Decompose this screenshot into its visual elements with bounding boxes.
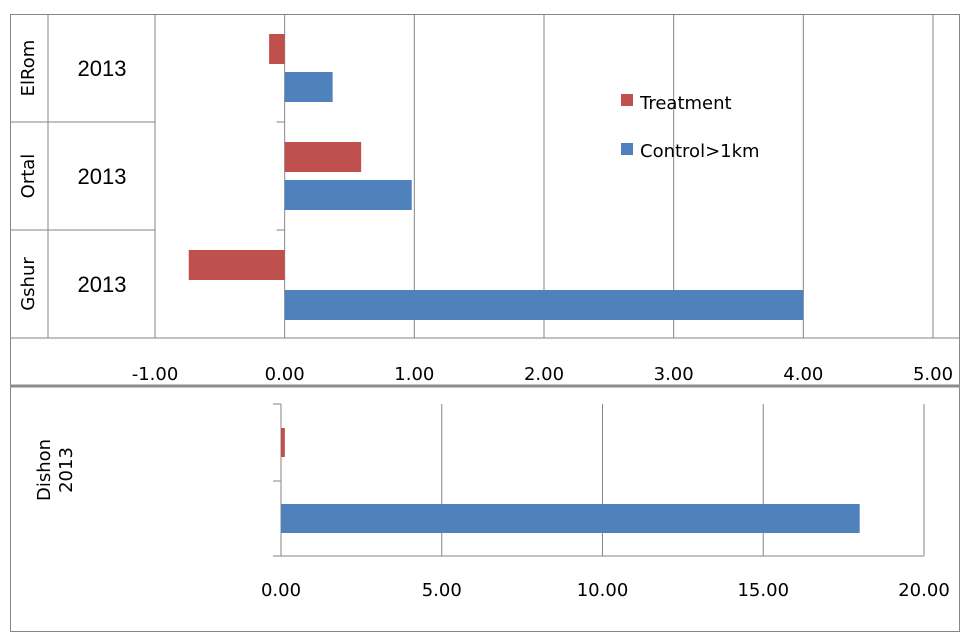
bar-treatment bbox=[188, 250, 285, 280]
bar-control bbox=[284, 180, 412, 210]
category-year-label: 2013 bbox=[78, 164, 127, 189]
x-tick-label: 15.00 bbox=[737, 580, 789, 601]
category-year-label: 2013 bbox=[78, 272, 127, 297]
figure-frame bbox=[10, 14, 960, 632]
x-tick-label: 5.00 bbox=[422, 580, 462, 601]
bar-control bbox=[281, 504, 860, 533]
legend: Treatment Control>1km bbox=[621, 93, 760, 162]
category-year-label: 2013 bbox=[78, 56, 127, 81]
legend-control-label: Control>1km bbox=[640, 141, 760, 162]
x-tick-label: 3.00 bbox=[654, 364, 694, 385]
x-tick-label: 0.00 bbox=[261, 580, 301, 601]
x-tick-label: 2.00 bbox=[524, 364, 564, 385]
category-site-label: Dishon bbox=[34, 439, 55, 501]
bottom-chart-panel: 0.00 5.00 10.00 15.00 20.00 Dishon 2013 bbox=[34, 403, 950, 601]
bar-treatment bbox=[284, 142, 362, 172]
x-tick-label: 10.00 bbox=[577, 580, 629, 601]
x-tick-label: 1.00 bbox=[394, 364, 434, 385]
x-tick-label: 5.00 bbox=[913, 364, 953, 385]
bar-control bbox=[284, 72, 333, 102]
bar-control bbox=[284, 290, 804, 320]
x-tick-label: 0.00 bbox=[265, 364, 305, 385]
bar-treatment bbox=[281, 428, 285, 457]
category-year-label: 2013 bbox=[56, 447, 77, 493]
x-tick-label: -1.00 bbox=[132, 364, 179, 385]
legend-treatment-swatch bbox=[621, 94, 633, 106]
top-chart-panel: -1.00 0.00 1.00 2.00 3.00 4.00 5.00 ElRom 2013 Or… bbox=[10, 14, 960, 385]
category-site-label: Ortal bbox=[18, 154, 39, 199]
bar-treatment bbox=[269, 34, 285, 64]
legend-control-swatch bbox=[621, 143, 633, 155]
x-tick-label: 20.00 bbox=[898, 580, 950, 601]
legend-treatment-label: Treatment bbox=[639, 93, 732, 114]
category-site-label: ElRom bbox=[18, 40, 39, 97]
x-tick-label: 4.00 bbox=[783, 364, 823, 385]
category-site-label: Gshur bbox=[18, 257, 39, 311]
